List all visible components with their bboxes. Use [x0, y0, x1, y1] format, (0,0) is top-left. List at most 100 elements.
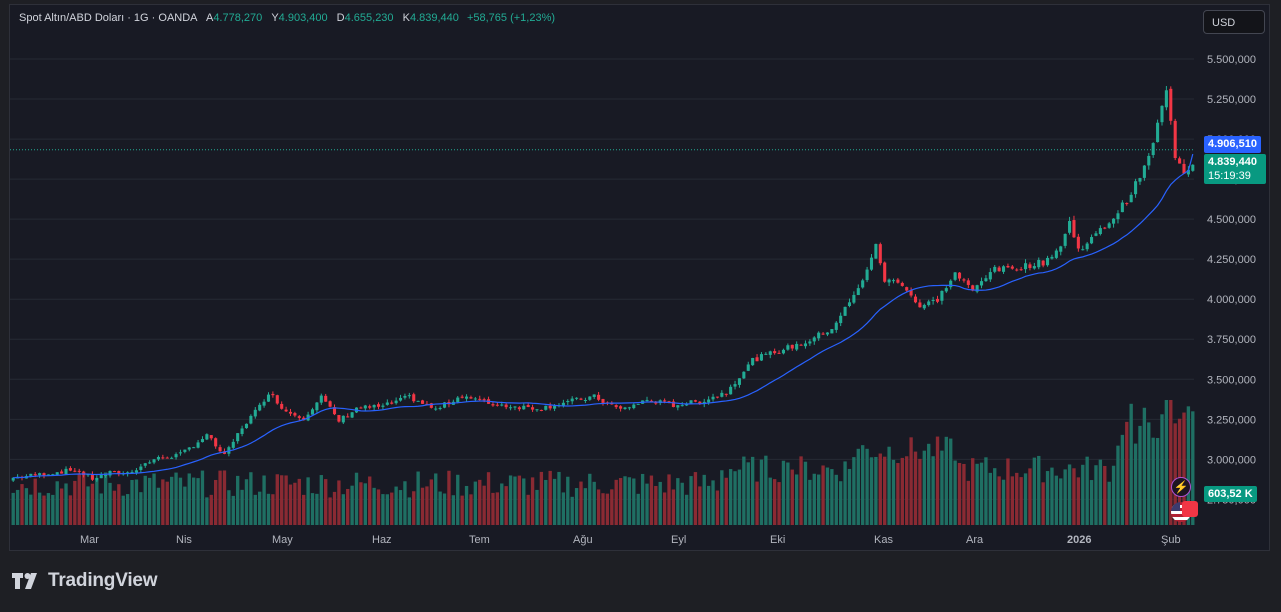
candle-body [940, 290, 944, 301]
chart-frame[interactable]: 5.500,0005.250,0005.000,0004.750,0004.50… [9, 4, 1270, 551]
candle-body [456, 397, 460, 403]
volume-bar [975, 463, 979, 525]
volume-bar [790, 469, 794, 525]
volume-bar [174, 472, 178, 525]
volume-bar [438, 491, 442, 525]
candle-body [931, 299, 935, 301]
volume-bar [1160, 414, 1164, 525]
currency-button[interactable]: USD [1203, 10, 1265, 34]
volume-bar [1028, 468, 1032, 525]
candle-body [478, 398, 482, 400]
candle-body [412, 394, 416, 402]
volume-bar [887, 446, 891, 525]
volume-bar [302, 494, 306, 525]
candle-body [957, 272, 962, 279]
candle-body [896, 279, 900, 283]
candle-body [363, 405, 367, 409]
candle-body [544, 405, 548, 410]
y-tick-label: 4.000,000 [1207, 294, 1256, 306]
volume-bar [152, 473, 156, 525]
volume-bar [236, 475, 240, 525]
candle-body [192, 447, 196, 449]
volume-bar [544, 479, 548, 525]
candle-body [218, 447, 222, 452]
volume-bar [504, 486, 508, 525]
volume-bar [1094, 465, 1098, 525]
volume-bar [64, 483, 68, 525]
volume-bar [425, 486, 429, 525]
candle-body [693, 400, 697, 402]
candle-body [495, 404, 499, 406]
volume-bar [482, 485, 486, 525]
candle-body [971, 285, 975, 291]
high-value: 4.903,400 [278, 12, 328, 24]
candle-body [707, 399, 711, 403]
volume-bar [522, 478, 526, 525]
volume-bar [429, 479, 434, 525]
lightning-icon[interactable]: ⚡ [1171, 477, 1191, 497]
x-tick-label: Ağu [573, 534, 593, 546]
candle-body [790, 344, 794, 349]
volume-bar [909, 437, 913, 525]
candle-body [623, 407, 627, 409]
candle-body [1001, 266, 1006, 272]
volume-bar [746, 462, 750, 525]
volume-bar [288, 484, 293, 525]
candle-body [11, 477, 15, 481]
volume-bar [1182, 412, 1186, 525]
volume-bar [605, 493, 610, 525]
volume-bar [759, 459, 764, 525]
volume-bar [799, 456, 803, 525]
volume-bar [68, 495, 73, 525]
volume-bar [258, 491, 262, 525]
candle-body [500, 404, 504, 406]
candle-body [29, 473, 33, 476]
candle-body [324, 395, 328, 402]
volume-bar [1037, 455, 1041, 525]
volume-bar [724, 477, 728, 525]
volume-bar [711, 480, 715, 525]
candle-body [262, 401, 266, 406]
volume-bar [99, 493, 103, 525]
candle-body [531, 407, 535, 410]
candle-body [1006, 265, 1010, 268]
candle-body [376, 404, 381, 407]
volume-bar [847, 468, 852, 525]
x-tick-label: Nis [176, 534, 192, 546]
candle-body [724, 393, 728, 395]
volume-bar [935, 436, 940, 525]
volume-bar [834, 474, 838, 525]
volume-bar [662, 492, 667, 525]
volume-bar [337, 480, 341, 525]
volume-bar [676, 478, 680, 525]
volume-bar [209, 494, 213, 525]
volume-bar [121, 495, 125, 525]
candle-body [170, 457, 174, 459]
candle-body [671, 401, 675, 408]
volume-bar [618, 478, 623, 525]
candle-body [315, 402, 319, 411]
candle-body [1138, 178, 1142, 182]
volume-bar [1129, 403, 1133, 525]
volume-bar [1138, 425, 1142, 525]
candle-body [1191, 164, 1195, 171]
volume-bar [1191, 411, 1195, 525]
volume-bar [420, 487, 425, 525]
x-tick-label: Ara [966, 534, 984, 546]
candle-body [108, 471, 112, 476]
candle-body [821, 333, 825, 335]
volume-bar [469, 494, 473, 525]
candle-body [1054, 250, 1058, 258]
candle-body [1129, 194, 1133, 203]
volume-bar [73, 480, 77, 525]
candle-body [148, 462, 152, 464]
volume-bar [592, 481, 596, 525]
candle-body [773, 351, 777, 354]
volume-bar [46, 493, 51, 525]
price-chart[interactable]: 5.500,0005.250,0005.000,0004.750,0004.50… [10, 5, 1271, 552]
tradingview-logo[interactable]: TradingView [12, 570, 158, 592]
candle-body [1098, 228, 1102, 235]
event-flag-icon[interactable] [1182, 501, 1198, 517]
volume-bar [869, 457, 874, 525]
volume-bar [1015, 472, 1019, 525]
